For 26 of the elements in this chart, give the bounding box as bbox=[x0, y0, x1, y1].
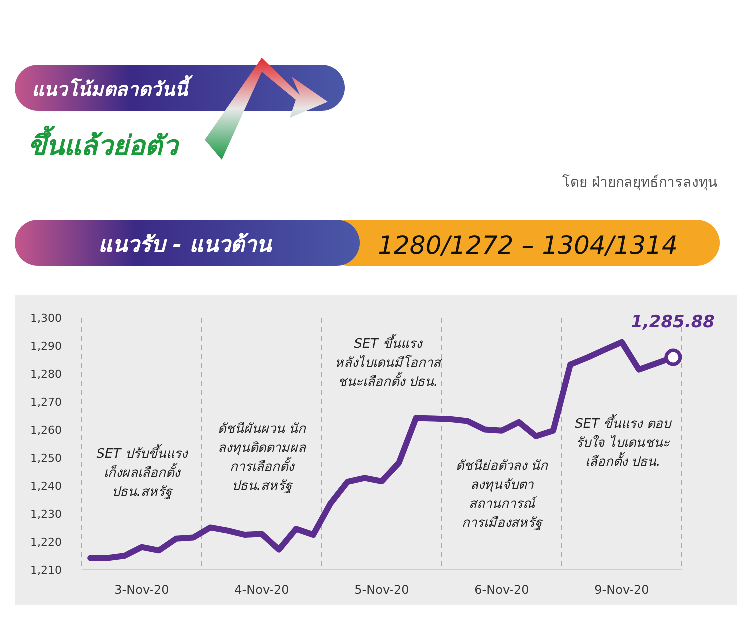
x-tick-label: 6-Nov-20 bbox=[474, 583, 530, 597]
annotation: SET ขึ้นแรง ตอบ รับใจ ไบเดนชนะ เลือกตั้ง ปธน. bbox=[575, 414, 673, 470]
chart-title: แนวโน้มตลาดวันนี้ bbox=[32, 75, 194, 101]
y-tick-label: 1,300 bbox=[30, 312, 62, 325]
text: 1280/1272 – 1304/1314 bbox=[378, 231, 678, 260]
annotation: ดัชนีย่อตัวลง นัก ลงทุนจับตา สถานการณ์ การเมืองสหรัฐ bbox=[456, 458, 550, 531]
text: แนวรับ - แนวต้าน bbox=[98, 233, 273, 258]
annotation: SET ปรับขึ้นแรง เก็งผลเลือกตั้ง ปธน.สหรัฐ bbox=[96, 444, 190, 500]
y-tick-label: 1,280 bbox=[30, 368, 62, 381]
x-tick-label: 9-Nov-20 bbox=[594, 583, 650, 597]
x-tick-label: 3-Nov-20 bbox=[114, 583, 170, 597]
chart-subtitle: ขึ้นแล้วย่อตัว bbox=[28, 125, 180, 162]
annotation: 1,285.88 bbox=[631, 312, 716, 333]
x-tick-label: 5-Nov-20 bbox=[354, 583, 410, 597]
y-tick-label: 1,260 bbox=[30, 424, 62, 437]
annotation: SET ขึ้นแรง หลังไบเดนมีโอกาส ชนะเลือกตั้ง ปธน. bbox=[335, 334, 443, 390]
y-tick-label: 1,230 bbox=[30, 508, 62, 521]
text: โดย ฝ่ายกลยุทธ์การลงทุน bbox=[562, 174, 718, 191]
y-tick-label: 1,220 bbox=[30, 536, 62, 549]
annotation: ดัชนีผันผวน นัก ลงทุนติดตามผล การเลือกตั้ง ปธน.สหรัฐ bbox=[218, 421, 308, 494]
x-tick-label: 4-Nov-20 bbox=[234, 583, 290, 597]
y-tick-label: 1,250 bbox=[30, 452, 62, 465]
y-tick-label: 1,210 bbox=[30, 564, 62, 577]
y-tick-label: 1,290 bbox=[30, 340, 62, 353]
y-tick-label: 1,240 bbox=[30, 480, 62, 493]
y-tick-label: 1,270 bbox=[30, 396, 62, 409]
